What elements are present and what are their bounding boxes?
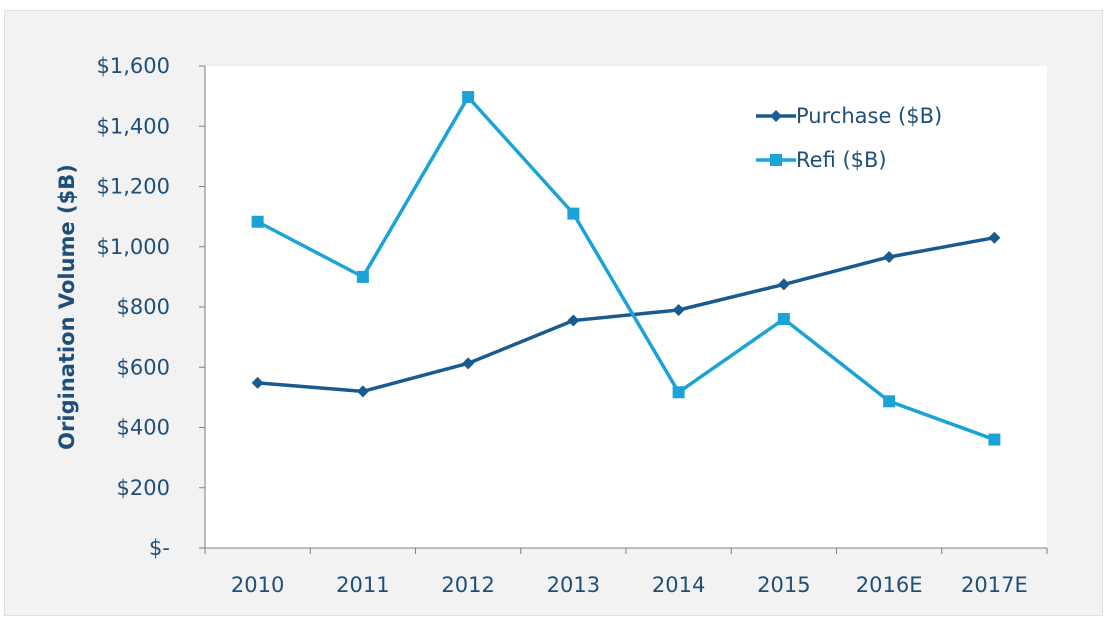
- data-point: [567, 314, 580, 327]
- data-point: [462, 357, 475, 370]
- x-tick-label: 2014: [652, 573, 705, 597]
- legend-label: Purchase ($B): [796, 104, 942, 128]
- plot-area: [205, 66, 1047, 548]
- y-tick-label: $-: [149, 536, 170, 560]
- y-tick-label: $200: [117, 476, 170, 500]
- y-tick-label: $1,400: [97, 114, 170, 138]
- data-point: [567, 207, 580, 220]
- x-tick-label: 2011: [336, 573, 389, 597]
- y-tick-label: $600: [117, 355, 170, 379]
- x-tick-label: 2015: [757, 573, 810, 597]
- data-point: [988, 231, 1001, 244]
- y-tick-label: $1,600: [97, 54, 170, 78]
- y-tick-label: $1,000: [97, 235, 170, 259]
- data-point: [462, 91, 475, 104]
- legend-label: Refi ($B): [796, 148, 887, 172]
- data-point: [356, 270, 369, 283]
- data-point: [356, 385, 369, 398]
- data-point: [251, 376, 264, 389]
- x-tick-labels: 2010 2011 2012 2013 2014 2015 2016E 2017E: [231, 573, 1028, 597]
- series-purchase: [251, 231, 1001, 398]
- x-tick-label: 2012: [441, 573, 494, 597]
- legend: Purchase ($B) Refi ($B): [756, 104, 942, 172]
- legend-item: Refi ($B): [756, 148, 887, 172]
- data-point: [777, 313, 790, 326]
- x-tick-label: 2010: [231, 573, 284, 597]
- series-line: [257, 235, 995, 394]
- data-point: [883, 395, 896, 408]
- series-group: [251, 91, 1001, 446]
- y-tick-label: $800: [117, 295, 170, 319]
- x-tick-label: 2013: [547, 573, 600, 597]
- x-tick-label: 2017E: [961, 573, 1028, 597]
- legend-marker: [770, 154, 782, 166]
- series-line: [256, 95, 995, 442]
- data-point: [672, 304, 685, 317]
- data-point: [777, 278, 790, 291]
- data-point: [988, 433, 1001, 446]
- data-point: [883, 250, 896, 263]
- y-tick-label: $400: [117, 416, 170, 440]
- axes: [199, 65, 1048, 554]
- data-point: [672, 386, 685, 399]
- y-tick-label: $1,200: [97, 175, 170, 199]
- legend-marker: [770, 110, 782, 122]
- series-refi: [251, 91, 1001, 446]
- y-axis-label: Origination Volume ($B): [55, 164, 79, 450]
- data-point: [251, 215, 264, 228]
- y-tick-labels: $- $200 $400 $600 $800 $1,000 $1,200 $1,400 $1,6…: [97, 54, 170, 560]
- x-tick-label: 2016E: [856, 573, 923, 597]
- legend-item: Purchase ($B): [756, 104, 942, 128]
